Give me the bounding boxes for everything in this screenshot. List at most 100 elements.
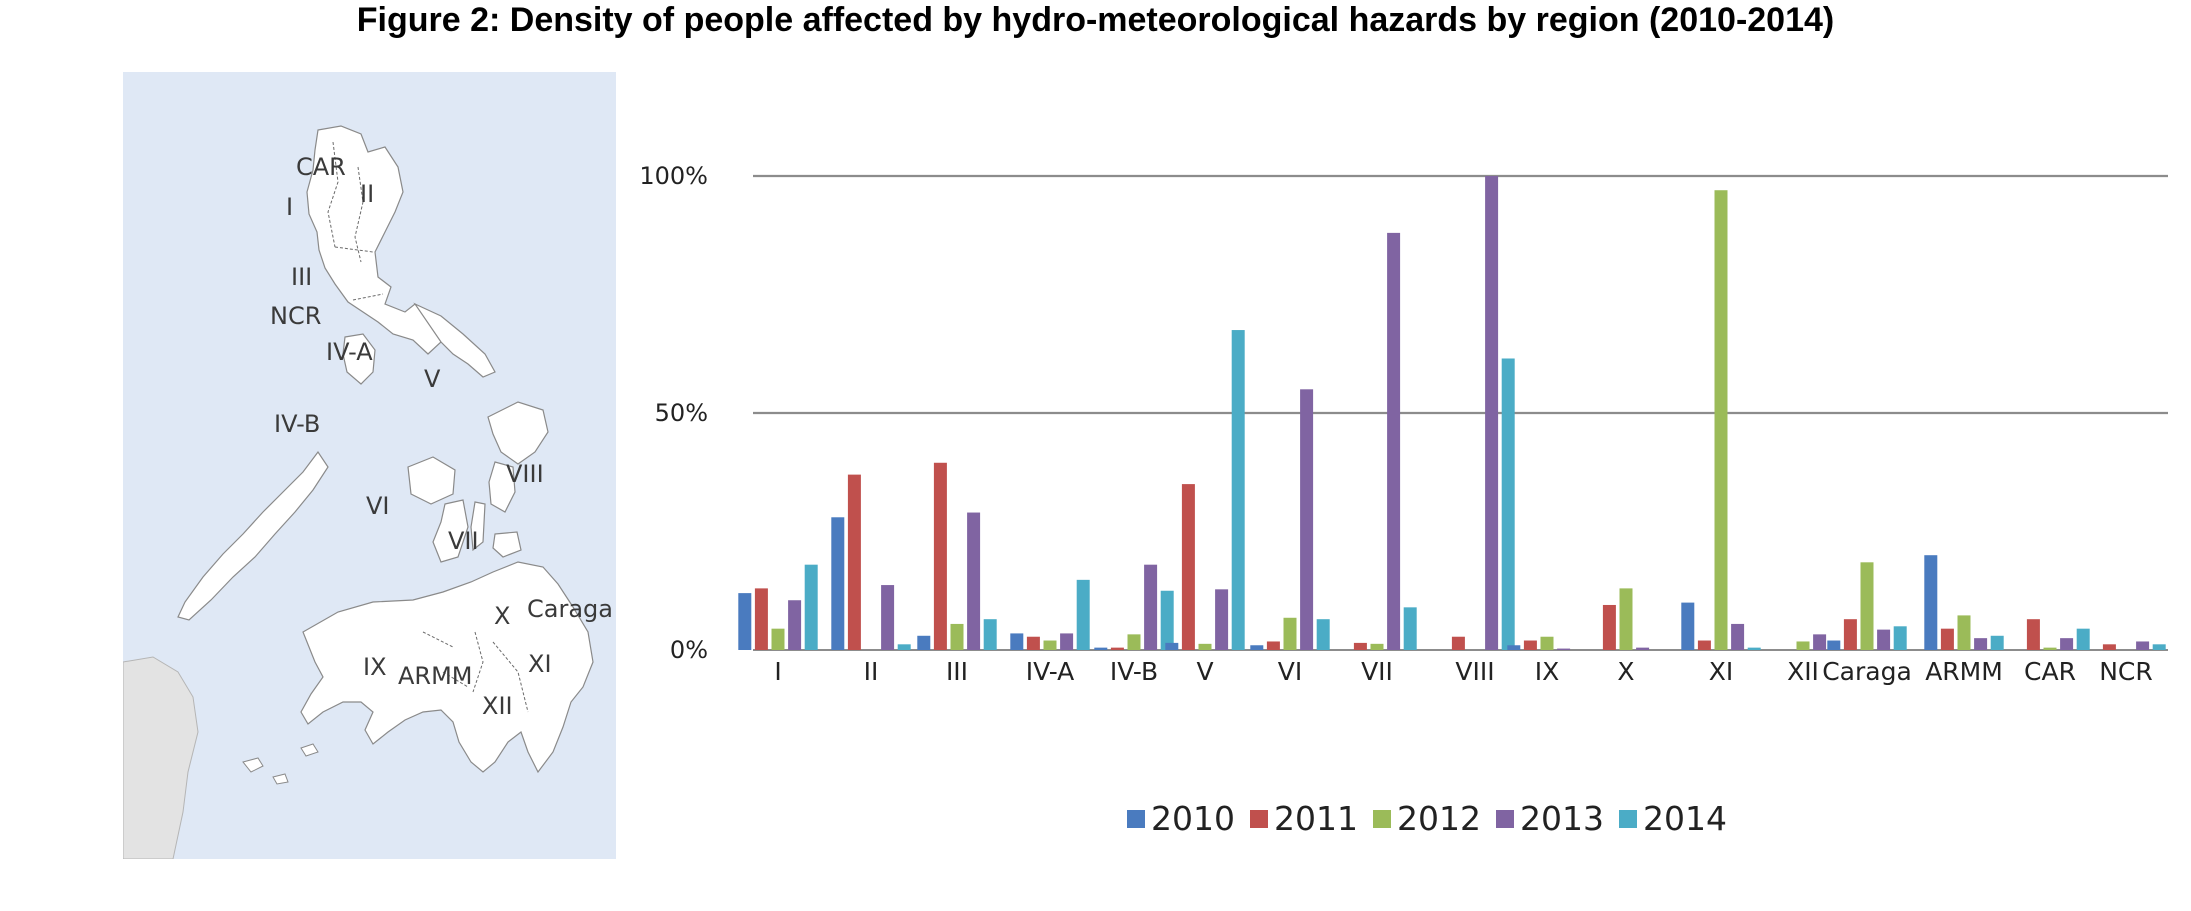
bar-iv-b-2013: [1144, 564, 1158, 650]
bar-vii-2012: [1370, 643, 1384, 650]
chart-legend: 2010 2011 2012 2013 2014: [1127, 799, 1727, 838]
bar-iii-2011: [933, 462, 947, 650]
bar-ii-2014: [897, 644, 911, 650]
bar-caraga-2014: [1893, 626, 1907, 650]
bar-viii-2011: [1451, 636, 1465, 650]
bar-v-2012: [1198, 643, 1212, 650]
bar-vi-2011: [1266, 641, 1280, 650]
map-label-x: X: [494, 602, 510, 630]
legend-swatch: [1373, 810, 1391, 828]
map-mindoro: [342, 333, 376, 385]
map-leyte: [488, 461, 516, 513]
bar-caraga-2013: [1877, 629, 1891, 650]
y-tick-label: 50%: [655, 399, 708, 427]
x-tick-label: I: [774, 657, 781, 686]
bar-xi-2012: [1714, 190, 1728, 650]
map-label-vii: VII: [448, 527, 479, 555]
bar-vii-2013: [1387, 232, 1401, 650]
legend-item-2013: 2013: [1496, 799, 1604, 838]
x-tick-label: XI: [1709, 657, 1734, 686]
map-label-vi: VI: [366, 492, 390, 520]
x-tick-label: IV-A: [1026, 657, 1075, 686]
legend-item-2014: 2014: [1619, 799, 1727, 838]
x-tick-label: IX: [1535, 657, 1560, 686]
map-label-iii: III: [291, 263, 312, 291]
bar-iv-b-2010: [1094, 647, 1108, 650]
bar-vi-2014: [1316, 619, 1330, 650]
bar-v-2013: [1215, 589, 1229, 650]
x-tick-label: XII: [1787, 657, 1819, 686]
map-label-ii: II: [360, 180, 374, 208]
bar-v-2011: [1181, 484, 1195, 650]
x-tick-label: NCR: [2099, 657, 2153, 686]
bar-xi-2014: [1747, 647, 1761, 650]
bar-iv-a-2010: [1010, 633, 1024, 650]
bar-vi-2010: [1250, 645, 1264, 650]
bar-viii-2014: [1501, 358, 1515, 650]
map-palawan: [177, 450, 329, 621]
legend-item-2010: 2010: [1127, 799, 1235, 838]
bar-viii-2013: [1485, 176, 1499, 650]
bar-armm-2014: [1990, 635, 2004, 650]
x-tick-label: X: [1617, 657, 1634, 686]
legend-label: 2011: [1274, 799, 1358, 838]
y-axis-ticks: 0% 50% 100%: [639, 162, 708, 664]
bar-vi-2012: [1283, 617, 1297, 650]
legend-swatch: [1619, 810, 1637, 828]
bar-car-2012: [2043, 647, 2057, 650]
y-tick-label: 100%: [639, 162, 708, 190]
bar-car-2014: [2076, 628, 2090, 650]
map-region-borders: [327, 141, 529, 713]
bar-iv-a-2012: [1043, 640, 1057, 650]
legend-label: 2012: [1397, 799, 1481, 838]
map-label-i: I: [286, 193, 293, 221]
bar-x-2012: [1619, 588, 1633, 650]
bar-ii-2010: [831, 517, 845, 650]
x-tick-label: VIII: [1455, 657, 1494, 686]
legend-item-2012: 2012: [1373, 799, 1481, 838]
bar-ix-2012: [1540, 636, 1554, 650]
bar-chart: 0%50%100% I II III IV-A IV-B V VI VII VIII IX X XI X…: [639, 162, 2168, 838]
legend-swatch: [1127, 810, 1145, 828]
bar-iii-2010: [917, 635, 931, 650]
bar-i-2012: [771, 628, 785, 650]
map-label-xii: XII: [482, 692, 513, 720]
bar-vi-2013: [1300, 389, 1314, 650]
map-label-caraga: Caraga: [527, 595, 613, 623]
bar-vii-2011: [1353, 642, 1367, 650]
bar-iv-b-2011: [1110, 647, 1124, 650]
bar-iv-b-2012: [1127, 634, 1141, 650]
legend-item-2011: 2011: [1250, 799, 1358, 838]
bar-i-2013: [788, 600, 802, 650]
bar-armm-2011: [1940, 628, 1954, 650]
map-bohol: [492, 531, 522, 558]
x-tick-label: VII: [1361, 657, 1393, 686]
bar-x-2011: [1602, 604, 1616, 650]
bar-ncr-2014: [2152, 644, 2166, 650]
x-tick-label: III: [946, 657, 968, 686]
bar-armm-2010: [1924, 555, 1938, 650]
x-tick-label: Caraga: [1822, 657, 1912, 686]
legend-label: 2013: [1520, 799, 1604, 838]
map-label-ix: IX: [363, 653, 387, 681]
map-label-ncr: NCR: [270, 302, 321, 330]
map-label-iv-b: IV-B: [274, 410, 320, 438]
map-label-v: V: [424, 365, 441, 393]
map-mindanao: [300, 561, 594, 774]
x-tick-label: ARMM: [1925, 657, 2003, 686]
bar-xii-2013: [1813, 634, 1827, 650]
figure-title: Figure 2: Density of people affected by …: [356, 1, 1835, 39]
x-tick-label: CAR: [2024, 657, 2076, 686]
bar-car-2013: [2060, 638, 2074, 650]
map-label-car: CAR: [296, 153, 346, 181]
bar-ncr-2011: [2102, 644, 2116, 650]
bar-ix-2011: [1523, 640, 1537, 650]
map-label-viii: VIII: [506, 460, 544, 488]
legend-label: 2010: [1151, 799, 1235, 838]
bar-caraga-2011: [1843, 619, 1857, 650]
chart-gridlines: [753, 174, 2168, 651]
bar-caraga-2010: [1827, 640, 1841, 650]
map-label-xi: XI: [528, 650, 552, 678]
bar-iv-a-2013: [1060, 633, 1074, 650]
bar-x-2013: [1636, 647, 1650, 650]
